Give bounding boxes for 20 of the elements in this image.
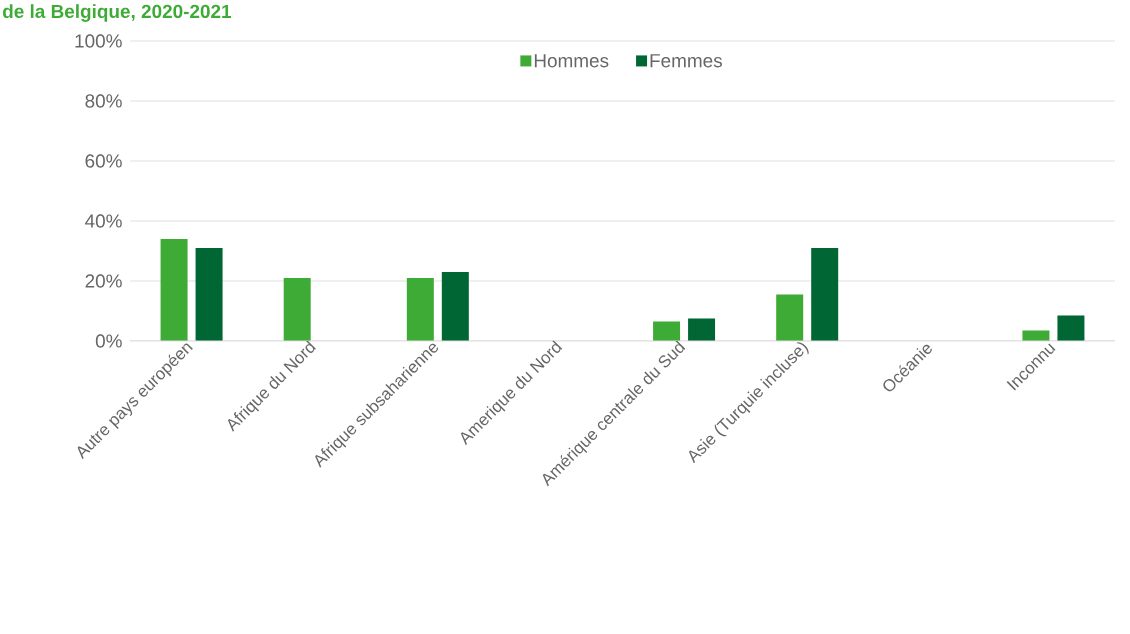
- bar: [406, 277, 434, 341]
- bar: [441, 271, 469, 341]
- chart-title: de la Belgique, 2020-2021: [2, 4, 232, 22]
- legend-label: Hommes: [534, 54, 609, 68]
- bar: [1057, 315, 1085, 341]
- y-tick-label: 0%: [95, 334, 122, 348]
- bar: [811, 247, 839, 341]
- y-tick-label: 60%: [85, 154, 122, 168]
- bar: [776, 294, 804, 341]
- bar: [283, 277, 311, 341]
- bar: [160, 238, 188, 341]
- bar: [1022, 330, 1050, 341]
- bar: [688, 318, 716, 341]
- y-tick-label: 80%: [85, 94, 122, 108]
- y-tick-label: 40%: [85, 214, 122, 228]
- y-tick-label: 20%: [85, 274, 122, 288]
- y-tick-label: 100%: [75, 34, 122, 48]
- bar: [195, 247, 223, 341]
- bar: [653, 321, 681, 341]
- legend-label: Femmes: [650, 54, 722, 68]
